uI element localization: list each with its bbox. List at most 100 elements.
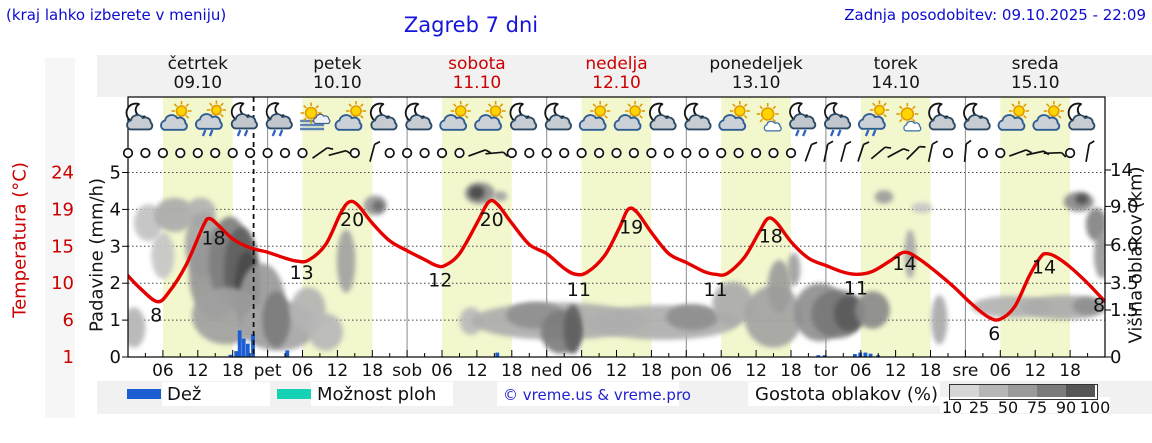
svg-text:ned: ned bbox=[531, 361, 563, 381]
svg-text:18: 18 bbox=[759, 226, 783, 248]
moon-cloud-icon bbox=[509, 102, 538, 131]
moon-cloud-icon bbox=[404, 102, 433, 131]
wind-barb-icon bbox=[870, 146, 892, 160]
wind-calm-icon bbox=[175, 147, 186, 159]
svg-text:18: 18 bbox=[222, 361, 244, 381]
svg-text:12: 12 bbox=[327, 361, 349, 381]
svg-text:12: 12 bbox=[885, 361, 907, 381]
svg-text:19: 19 bbox=[51, 199, 74, 220]
wind-calm-icon bbox=[210, 147, 221, 159]
svg-text:2: 2 bbox=[110, 273, 121, 294]
wind-calm-icon bbox=[541, 147, 552, 159]
rain-legend-swatch bbox=[127, 389, 161, 399]
day-header-ponedeljek: ponedeljek 13.10 bbox=[686, 55, 826, 93]
svg-text:sre: sre bbox=[952, 361, 978, 381]
wind-barb-icon bbox=[1043, 151, 1067, 158]
page-title: Zagreb 7 dni bbox=[403, 13, 539, 37]
last-update: Zadnja posodobitev: 09.10.2025 - 22:09 bbox=[844, 6, 1146, 24]
sun-cloud-icon bbox=[474, 101, 506, 131]
wind-barb-icon bbox=[823, 140, 834, 162]
copyright-link[interactable]: © vreme.us & vreme.pro bbox=[503, 386, 691, 404]
svg-text:6.0: 6.0 bbox=[1110, 235, 1139, 256]
svg-text:11: 11 bbox=[703, 279, 727, 301]
temperature-curve bbox=[128, 198, 1105, 322]
wind-calm-icon bbox=[122, 147, 134, 159]
svg-text:10: 10 bbox=[51, 273, 74, 294]
moon-cloud-icon bbox=[544, 102, 572, 131]
day-date: 13.10 bbox=[731, 73, 781, 93]
wind-barb-icon bbox=[804, 141, 818, 162]
day-name: petek bbox=[313, 54, 362, 74]
sun-cloud-rain-icon bbox=[194, 100, 226, 137]
wind-calm-icon bbox=[663, 147, 674, 159]
wind-barb-icon bbox=[485, 151, 509, 157]
wind-barb-icon bbox=[312, 147, 334, 159]
rain-tick-labels: 5 4 3 2 1 0 bbox=[110, 163, 121, 369]
svg-text:sob: sob bbox=[392, 361, 422, 381]
svg-text:06: 06 bbox=[710, 361, 732, 381]
svg-text:1: 1 bbox=[63, 347, 74, 368]
svg-text:pet: pet bbox=[254, 361, 282, 381]
day-name: ponedeljek bbox=[709, 54, 803, 74]
wind-calm-icon bbox=[506, 147, 517, 159]
day-date: 10.10 bbox=[313, 73, 362, 93]
day-header-nedelja: nedelja 12.10 bbox=[547, 55, 687, 93]
wind-calm-icon bbox=[977, 147, 989, 159]
colorbar-segment bbox=[1037, 385, 1066, 397]
svg-text:06: 06 bbox=[989, 361, 1011, 381]
wind-calm-icon bbox=[244, 147, 256, 159]
cloud-height-tick-labels: 0 1.5 3.5 6.0 9.0 14 bbox=[1110, 160, 1139, 368]
day-header-četrtek: četrtek 09.10 bbox=[128, 55, 268, 93]
wind-barb-icon bbox=[369, 140, 381, 162]
density-ticks-plate bbox=[940, 397, 1110, 413]
cloud-density-plate bbox=[748, 382, 940, 406]
svg-text:11: 11 bbox=[844, 277, 868, 299]
svg-text:24: 24 bbox=[51, 163, 74, 184]
colorbar-tick-label: 10 bbox=[941, 398, 963, 417]
day-name: nedelja bbox=[585, 54, 648, 74]
moon-cloud-icon bbox=[963, 102, 991, 131]
wind-barb-icon bbox=[963, 139, 972, 163]
sun-small-cloud-icon bbox=[756, 103, 782, 132]
moon-cloud-rain-icon bbox=[824, 102, 852, 137]
svg-text:18: 18 bbox=[920, 361, 942, 381]
svg-text:pon: pon bbox=[670, 361, 702, 381]
svg-text:12: 12 bbox=[745, 361, 767, 381]
day-name: četrtek bbox=[167, 54, 228, 74]
sun-small-cloud-icon bbox=[896, 103, 922, 132]
svg-text:6: 6 bbox=[63, 310, 74, 331]
colorbar-tick-label: 25 bbox=[968, 398, 990, 417]
wind-calm-icon bbox=[646, 147, 657, 159]
wind-calm-icon bbox=[140, 147, 151, 159]
wind-calm-icon bbox=[227, 147, 238, 159]
svg-text:4: 4 bbox=[110, 199, 121, 220]
wind-barb-icon bbox=[927, 140, 939, 162]
svg-text:18: 18 bbox=[1059, 361, 1081, 381]
svg-text:18: 18 bbox=[780, 361, 802, 381]
header-band bbox=[97, 55, 1152, 97]
sun-cloud-icon bbox=[439, 101, 471, 131]
showers-legend-plate bbox=[311, 382, 453, 406]
svg-text:18: 18 bbox=[641, 361, 663, 381]
svg-text:6: 6 bbox=[988, 323, 1000, 345]
svg-text:3.5: 3.5 bbox=[1110, 273, 1139, 294]
sun-cloud-icon bbox=[997, 101, 1029, 131]
svg-text:18: 18 bbox=[361, 361, 383, 381]
wind-calm-icon bbox=[750, 147, 762, 159]
svg-text:12: 12 bbox=[606, 361, 628, 381]
colorbar-segment bbox=[1066, 385, 1095, 397]
moon-cloud-icon bbox=[928, 102, 956, 131]
temperature-tick-labels: 24 19 15 10 6 1 bbox=[51, 163, 74, 369]
wind-calm-icon bbox=[1064, 147, 1076, 159]
wind-barb-icon bbox=[887, 147, 910, 158]
svg-text:12: 12 bbox=[428, 269, 452, 291]
moon-cloud-rain-icon bbox=[230, 102, 258, 137]
moon-cloud-icon bbox=[683, 102, 712, 131]
wind-calm-icon bbox=[559, 147, 570, 159]
sun-cloud-rain-icon bbox=[857, 100, 890, 137]
wind-barb-icon bbox=[840, 140, 852, 162]
sun-cloud-icon bbox=[1032, 101, 1064, 131]
showers-legend-label: Možnost ploh bbox=[317, 384, 437, 405]
